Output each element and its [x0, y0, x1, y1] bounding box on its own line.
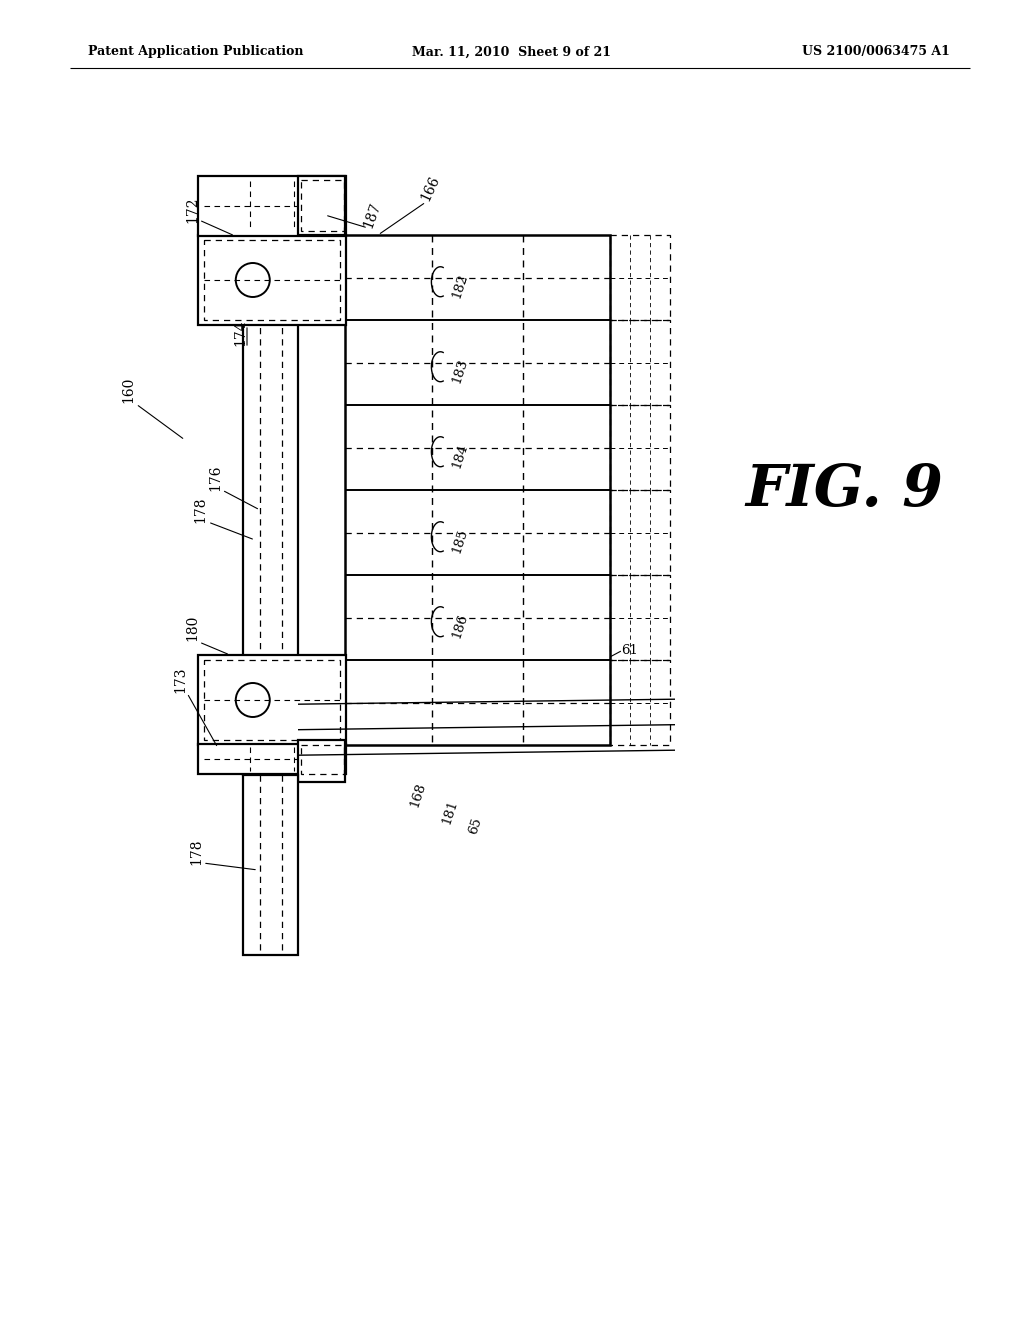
Text: 65: 65: [466, 816, 483, 836]
Bar: [301, 180, 344, 231]
Bar: [298, 176, 345, 235]
Bar: [243, 215, 298, 775]
Bar: [198, 655, 346, 744]
Bar: [204, 660, 340, 741]
Text: 176: 176: [208, 465, 222, 491]
Text: 178: 178: [193, 496, 207, 523]
Bar: [301, 744, 344, 774]
Text: 182: 182: [450, 272, 470, 300]
Text: 166: 166: [418, 173, 442, 203]
Bar: [610, 405, 670, 490]
Text: 184: 184: [450, 442, 470, 470]
Bar: [204, 240, 340, 319]
Bar: [198, 235, 346, 325]
Text: FIG. 9: FIG. 9: [745, 462, 943, 519]
Bar: [610, 490, 670, 576]
Text: 160: 160: [121, 376, 135, 403]
Text: US 2100/0063475 A1: US 2100/0063475 A1: [802, 45, 950, 58]
Text: 185: 185: [450, 527, 470, 554]
Bar: [298, 741, 345, 781]
Bar: [610, 576, 670, 660]
Text: 172: 172: [185, 197, 199, 223]
Text: Mar. 11, 2010  Sheet 9 of 21: Mar. 11, 2010 Sheet 9 of 21: [413, 45, 611, 58]
Text: 173: 173: [173, 667, 187, 693]
Text: 178: 178: [189, 838, 203, 865]
Text: 181: 181: [440, 799, 460, 826]
Bar: [345, 235, 610, 744]
Text: 180: 180: [185, 615, 199, 642]
Bar: [198, 176, 346, 236]
Text: 186: 186: [450, 612, 470, 640]
Text: Patent Application Publication: Patent Application Publication: [88, 45, 303, 58]
Text: 168: 168: [408, 781, 428, 809]
Bar: [610, 235, 670, 319]
Bar: [243, 775, 298, 954]
Text: 187: 187: [360, 201, 383, 230]
Text: 174: 174: [233, 319, 247, 346]
Bar: [198, 744, 346, 774]
Text: 183: 183: [450, 356, 470, 385]
Bar: [610, 660, 670, 744]
Bar: [610, 319, 670, 405]
Text: 61: 61: [622, 644, 638, 656]
